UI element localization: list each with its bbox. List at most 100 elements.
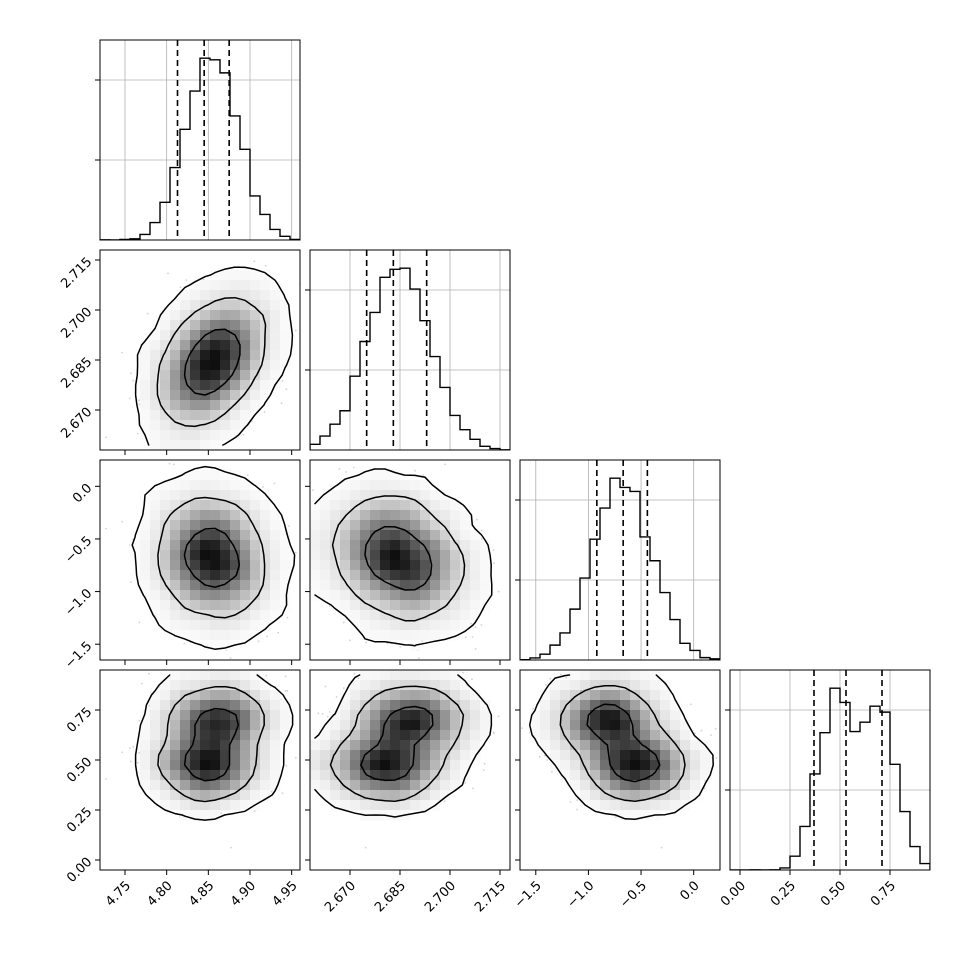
scatter-point	[167, 272, 169, 275]
density-cell	[240, 370, 251, 381]
density-cell	[160, 370, 171, 381]
density-cell	[220, 390, 231, 401]
density-cell	[200, 300, 211, 311]
scatter-point	[280, 402, 283, 405]
density-cell	[240, 290, 251, 301]
density-cell	[140, 340, 151, 351]
density-cell	[170, 310, 181, 321]
density-cell	[220, 320, 231, 331]
density-cell	[170, 330, 181, 341]
density-cell	[150, 390, 161, 401]
density-cell	[140, 410, 151, 421]
density-cell	[210, 350, 221, 361]
density-cell	[170, 350, 181, 361]
scatter-point	[264, 265, 267, 267]
density-cell	[240, 330, 251, 341]
scatter-point	[129, 397, 131, 400]
scatter-point	[263, 411, 266, 413]
density-cell	[230, 270, 241, 281]
density-cell	[170, 420, 181, 431]
density-cell	[140, 360, 151, 371]
scatter-point	[313, 356, 315, 358]
density-cell	[160, 390, 171, 401]
density-cell	[250, 360, 261, 371]
density-cell	[230, 300, 241, 311]
density-cell	[220, 350, 231, 361]
density-cell	[230, 400, 241, 411]
density-cell	[180, 350, 191, 361]
density-cell	[210, 340, 221, 351]
density-cell	[190, 350, 201, 361]
scatter-point	[105, 527, 107, 530]
density-cell	[200, 380, 211, 391]
density-cell	[280, 300, 291, 311]
density-cell	[210, 290, 221, 301]
contour-line-0	[183, 328, 241, 396]
density-cell	[150, 340, 161, 351]
density-cell	[270, 320, 281, 331]
density-cell	[150, 440, 161, 450]
contour-line-2	[134, 266, 294, 446]
density-cell	[140, 370, 151, 381]
density-cell	[210, 320, 221, 331]
density-cell	[170, 300, 181, 311]
density-cell	[190, 330, 201, 341]
scatter-point	[273, 482, 276, 485]
panel-2-0	[95, 459, 301, 665]
density-cell	[160, 320, 171, 331]
panel-body	[105, 462, 300, 659]
density-cell	[250, 290, 261, 301]
density-cell	[160, 340, 171, 351]
density-cell	[170, 380, 181, 391]
density-cell	[250, 330, 261, 341]
density-cell	[200, 290, 211, 301]
scatter-point	[201, 455, 203, 457]
density-cell	[210, 370, 221, 381]
density-cell	[140, 420, 151, 431]
density-cell	[220, 380, 231, 391]
density-cell	[190, 280, 201, 291]
density-cell	[160, 380, 171, 391]
scatter-point	[251, 420, 253, 423]
density-cell	[260, 350, 271, 361]
density-cell	[230, 430, 241, 441]
density-cell	[220, 410, 231, 421]
density-cell	[240, 340, 251, 351]
density-cell	[280, 310, 291, 321]
density-cell	[190, 380, 201, 391]
density-cell	[280, 330, 291, 341]
density-cell	[240, 400, 251, 411]
density-cell	[210, 300, 221, 311]
density-cell	[150, 410, 161, 421]
density-cell	[280, 340, 291, 351]
density-cell	[180, 310, 191, 321]
density-cell	[170, 440, 181, 450]
density-cell	[260, 310, 271, 321]
scatter-point	[138, 403, 141, 406]
density-cell	[180, 430, 191, 441]
density-cell	[200, 310, 211, 321]
density-cell	[180, 410, 191, 421]
density-cell	[250, 390, 261, 401]
density-cell	[190, 390, 201, 401]
density-cell	[150, 360, 161, 371]
density-cell	[190, 370, 201, 381]
panel-1-0	[95, 249, 315, 457]
density-cell	[170, 360, 181, 371]
density-cell	[190, 320, 201, 331]
density-cell	[180, 320, 191, 331]
density-cell	[170, 430, 181, 441]
density-cell	[220, 430, 231, 441]
density-cell	[200, 340, 211, 351]
density-cell	[220, 270, 231, 281]
density-cell	[170, 370, 181, 381]
density-cell	[190, 360, 201, 371]
density-cell	[250, 400, 261, 411]
density-cell	[200, 410, 211, 421]
density-cell	[270, 290, 281, 301]
density-cell	[210, 410, 221, 421]
density-cell	[140, 350, 151, 361]
scatter-point	[306, 310, 308, 312]
density-cell	[180, 390, 191, 401]
density-cell	[220, 280, 231, 291]
